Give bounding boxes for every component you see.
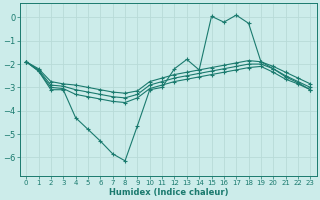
X-axis label: Humidex (Indice chaleur): Humidex (Indice chaleur) — [108, 188, 228, 197]
